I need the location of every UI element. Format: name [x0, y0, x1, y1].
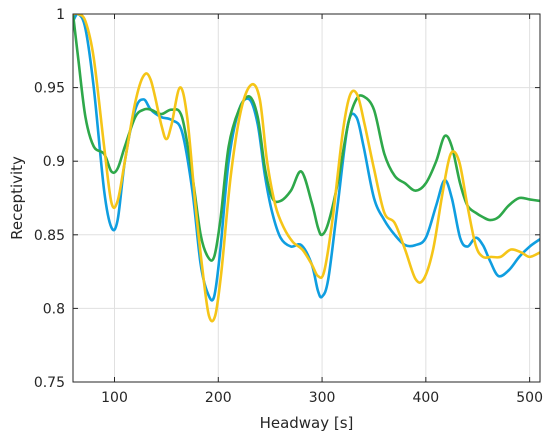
x-tick-label: 200	[205, 390, 232, 406]
series-lines	[73, 14, 540, 323]
tick-labels: 100 200 300 400 500 0.75 0.8 0.85 0.9 0.95 1	[34, 7, 543, 406]
y-tick-label: 0.95	[34, 81, 65, 97]
series-line-yellow	[73, 14, 540, 323]
y-tick-label: 0.75	[34, 375, 65, 391]
y-tick-label: 1	[56, 7, 65, 23]
x-tick-label: 500	[516, 390, 543, 406]
grid	[73, 13, 540, 383]
ticks	[73, 13, 540, 383]
y-tick-label: 0.8	[43, 301, 65, 317]
x-tick-label: 400	[412, 390, 439, 406]
series-line-blue	[73, 14, 540, 302]
x-tick-label: 300	[309, 390, 336, 406]
x-tick-label: 100	[101, 390, 128, 406]
y-tick-label: 0.85	[34, 228, 65, 244]
plot-frame	[72, 13, 541, 383]
series-line-green	[73, 14, 540, 262]
y-tick-label: 0.9	[43, 154, 65, 170]
x-axis-label: Headway [s]	[260, 414, 354, 432]
y-axis-label: Receptivity	[8, 156, 26, 240]
